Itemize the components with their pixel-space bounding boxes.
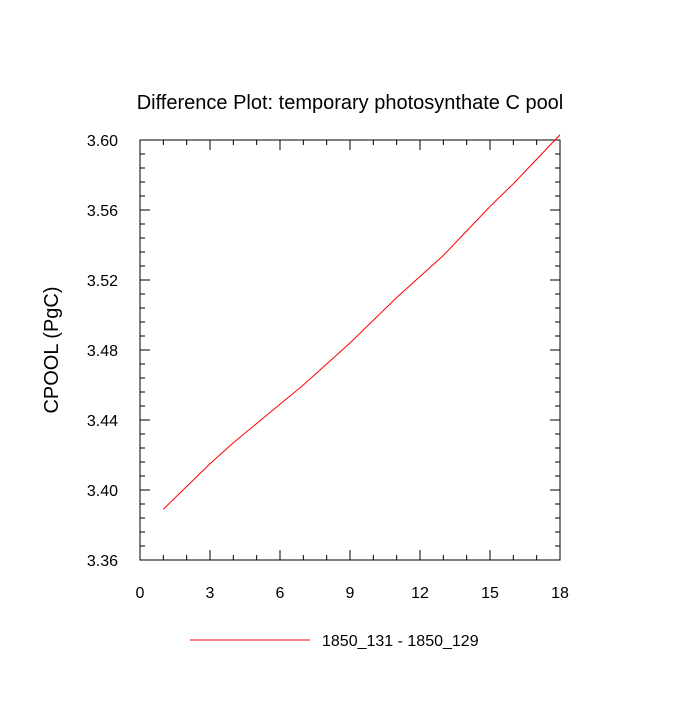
x-tick-label: 18: [551, 585, 569, 602]
y-tick-label: 3.56: [87, 203, 118, 220]
y-axis-label: CPOOL (PgC): [41, 286, 63, 413]
y-tick-label: 3.40: [87, 483, 118, 500]
y-tick-label: 3.60: [87, 133, 118, 150]
y-tick-label: 3.48: [87, 343, 118, 360]
x-tick-label: 3: [206, 585, 215, 602]
plot-frame: [139, 139, 561, 561]
x-tick-label: 0: [136, 585, 145, 602]
chart-title: Difference Plot: temporary photosynthate…: [137, 92, 564, 114]
x-tick-label: 9: [346, 585, 355, 602]
x-tick-label: 15: [481, 585, 499, 602]
legend-label: 1850_131 - 1850_129: [322, 633, 479, 650]
x-tick-label: 12: [411, 585, 429, 602]
y-tick-label: 3.52: [87, 273, 118, 290]
legend: 1850_131 - 1850_129: [190, 633, 479, 650]
series-line: [162, 134, 561, 510]
y-tick-label: 3.36: [87, 553, 118, 570]
x-tick-label: 6: [276, 585, 285, 602]
axes: 0 3 6 9 12 15 18 3.36 3.40 3.44 3.48 3.52 3.56 3.60: [87, 133, 569, 602]
y-tick-label: 3.44: [87, 413, 118, 430]
series-layer: [162, 134, 561, 510]
